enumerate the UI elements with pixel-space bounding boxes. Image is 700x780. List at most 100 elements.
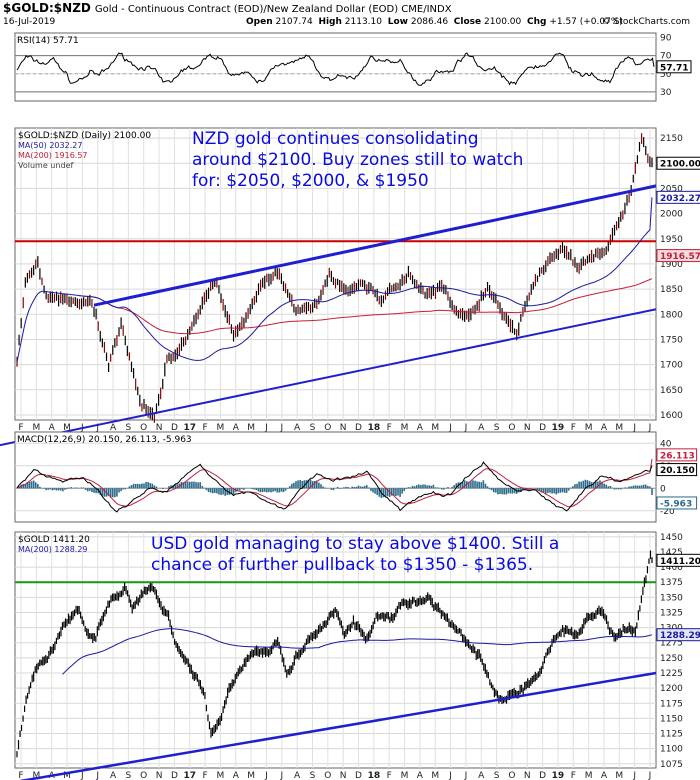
macd-value-box (656, 463, 698, 477)
low-label: Low (387, 17, 408, 27)
nzd-x-tick-label: A (294, 423, 301, 433)
nzd-x-tick-label: D (539, 423, 546, 433)
usd-x-tick-label: 19 (552, 771, 565, 780)
usd-x-tick-label: F (571, 771, 576, 780)
usd-x-tick-label: A (233, 771, 240, 780)
nzd-x-tick-label: A (110, 423, 117, 433)
nzd-tick-label: 1650 (660, 386, 683, 396)
macd-signal-value-label: 26.113 (660, 451, 695, 461)
nzd-x-tick-label: D (171, 423, 178, 433)
nzd-x-tick-label: F (203, 423, 208, 433)
usd-tick-label: 1225 (660, 669, 683, 679)
macd-signal-value-box (656, 448, 698, 462)
usd-x-tick-label: F (203, 771, 208, 780)
nzd-lower-trendline (0, 308, 657, 447)
nzd-tick-label: 2050 (660, 184, 683, 194)
nzd-x-tick-label: A (233, 423, 240, 433)
macd-line (16, 461, 653, 513)
nzd-x-tick-label: S (494, 423, 500, 433)
usd-tick-label: 1275 (660, 639, 683, 649)
nzd-tick-label: 1900 (660, 260, 683, 270)
nzd-ma50-value-label: 2032.27 (660, 194, 700, 204)
usd-x-tick-label: M (217, 771, 225, 780)
usd-x-tick-label: M (247, 771, 255, 780)
nzd-tick-label: 1700 (660, 361, 683, 371)
close-value: 2100.00 (484, 17, 522, 27)
close-label: Close (453, 17, 482, 27)
usd-x-tick-label: S (310, 771, 316, 780)
usd-x-tick-label: M (615, 771, 623, 780)
nzd-ma200-line (79, 278, 653, 335)
usd-x-tick-label: A (417, 771, 424, 780)
nzd-x-tick-label: N (156, 423, 163, 433)
usd-x-tick-label: J (448, 771, 452, 780)
usd-x-tick-label: M (431, 771, 439, 780)
usd-x-tick-label: J (95, 771, 99, 780)
nzd-x-tick-label: M (585, 423, 593, 433)
macd-value-label: 20.150 (660, 466, 695, 476)
usd-x-tick-label: O (140, 771, 147, 780)
usd-x-tick-label: F (387, 771, 392, 780)
usd-x-tick-label: J (464, 771, 468, 780)
nzd-legend-volume: Volume undef (18, 161, 73, 170)
usd-x-tick-label: A (601, 771, 608, 780)
usd-tick-label: 1175 (660, 699, 683, 709)
usd-x-tick-label: 18 (368, 771, 381, 780)
chart-header: $GOLD:$NZD Gold - Continuous Contract (EO… (0, 0, 700, 32)
usd-tick-label: 1375 (660, 578, 683, 588)
usd-last-price-label: 1411.20 (660, 557, 700, 567)
usd-x-tick-label: M (32, 771, 40, 780)
nzd-last-price-label: 2100.00 (660, 160, 700, 170)
nzd-legend-price: $GOLD:$NZD (Daily) 2100.00 (18, 131, 151, 141)
usd-tick-label: 1125 (660, 730, 683, 740)
usd-legend-price: $GOLD 1411.20 (18, 535, 90, 545)
usd-x-tick-label: O (324, 771, 331, 780)
usd-tick-label: 1450 (660, 533, 683, 543)
nzd-tick-label: 1750 (660, 335, 683, 345)
usd-tick-label: 1200 (660, 684, 683, 694)
usd-x-tick-label: J (632, 771, 636, 780)
stockcharts-logo: © StockCharts.com (601, 17, 690, 27)
chg-value: +1.57 (+0.07%) (549, 17, 623, 27)
nzd-x-tick-label: M (431, 423, 439, 433)
usd-x-tick-label: J (80, 771, 84, 780)
usd-x-tick-label: J (279, 771, 283, 780)
symbol: $GOLD:$NZD (3, 1, 91, 15)
nzd-tick-label: 1800 (660, 310, 683, 320)
nzd-x-tick-label: A (478, 423, 485, 433)
rsi-tick-label: 70 (660, 52, 672, 62)
nzd-x-tick-label: M (401, 423, 409, 433)
usd-tick-label: 1350 (660, 593, 683, 603)
rsi-legend: RSI(14) 57.71 (17, 36, 79, 46)
usd-x-tick-label: D (539, 771, 546, 780)
nzd-ma50-line (16, 197, 653, 363)
usd-tick-label: 1150 (660, 714, 683, 724)
nzd-tick-label: 2000 (660, 210, 683, 220)
macd-tick-label: 0 (660, 484, 666, 494)
usd-x-tick-label: F (18, 771, 23, 780)
usd-x-tick-label: S (494, 771, 500, 780)
usd-x-tick-label: D (171, 771, 178, 780)
nzd-tick-label: 2150 (660, 134, 683, 144)
usd-ma200-value-label: 1288.29 (660, 631, 700, 641)
usd-x-tick-label: N (524, 771, 531, 780)
usd-annotation-line: USD gold managing to stay above $1400. S… (151, 534, 559, 554)
usd-x-tick-label: A (478, 771, 485, 780)
macd-signal-line (16, 458, 653, 508)
nzd-tick-label: 1600 (660, 411, 683, 421)
nzd-x-tick-label: J (264, 423, 268, 433)
nzd-x-tick-label: S (126, 423, 132, 433)
rsi-tick-label: 30 (660, 88, 672, 98)
chg-label: Chg (526, 17, 547, 27)
nzd-x-tick-label: J (448, 423, 452, 433)
nzd-x-tick-label: J (95, 423, 99, 433)
usd-x-tick-label: A (110, 771, 117, 780)
nzd-x-tick-label: N (340, 423, 347, 433)
macd-hist-value-box (656, 496, 698, 510)
nzd-x-tick-label: F (18, 423, 23, 433)
usd-x-tick-label: N (156, 771, 163, 780)
macd-legend: MACD(12,26,9) 20.150, 26.113, -5.963 (17, 435, 192, 445)
nzd-x-tick-label: O (324, 423, 331, 433)
macd-hist-value-label: -5.963 (660, 499, 692, 509)
